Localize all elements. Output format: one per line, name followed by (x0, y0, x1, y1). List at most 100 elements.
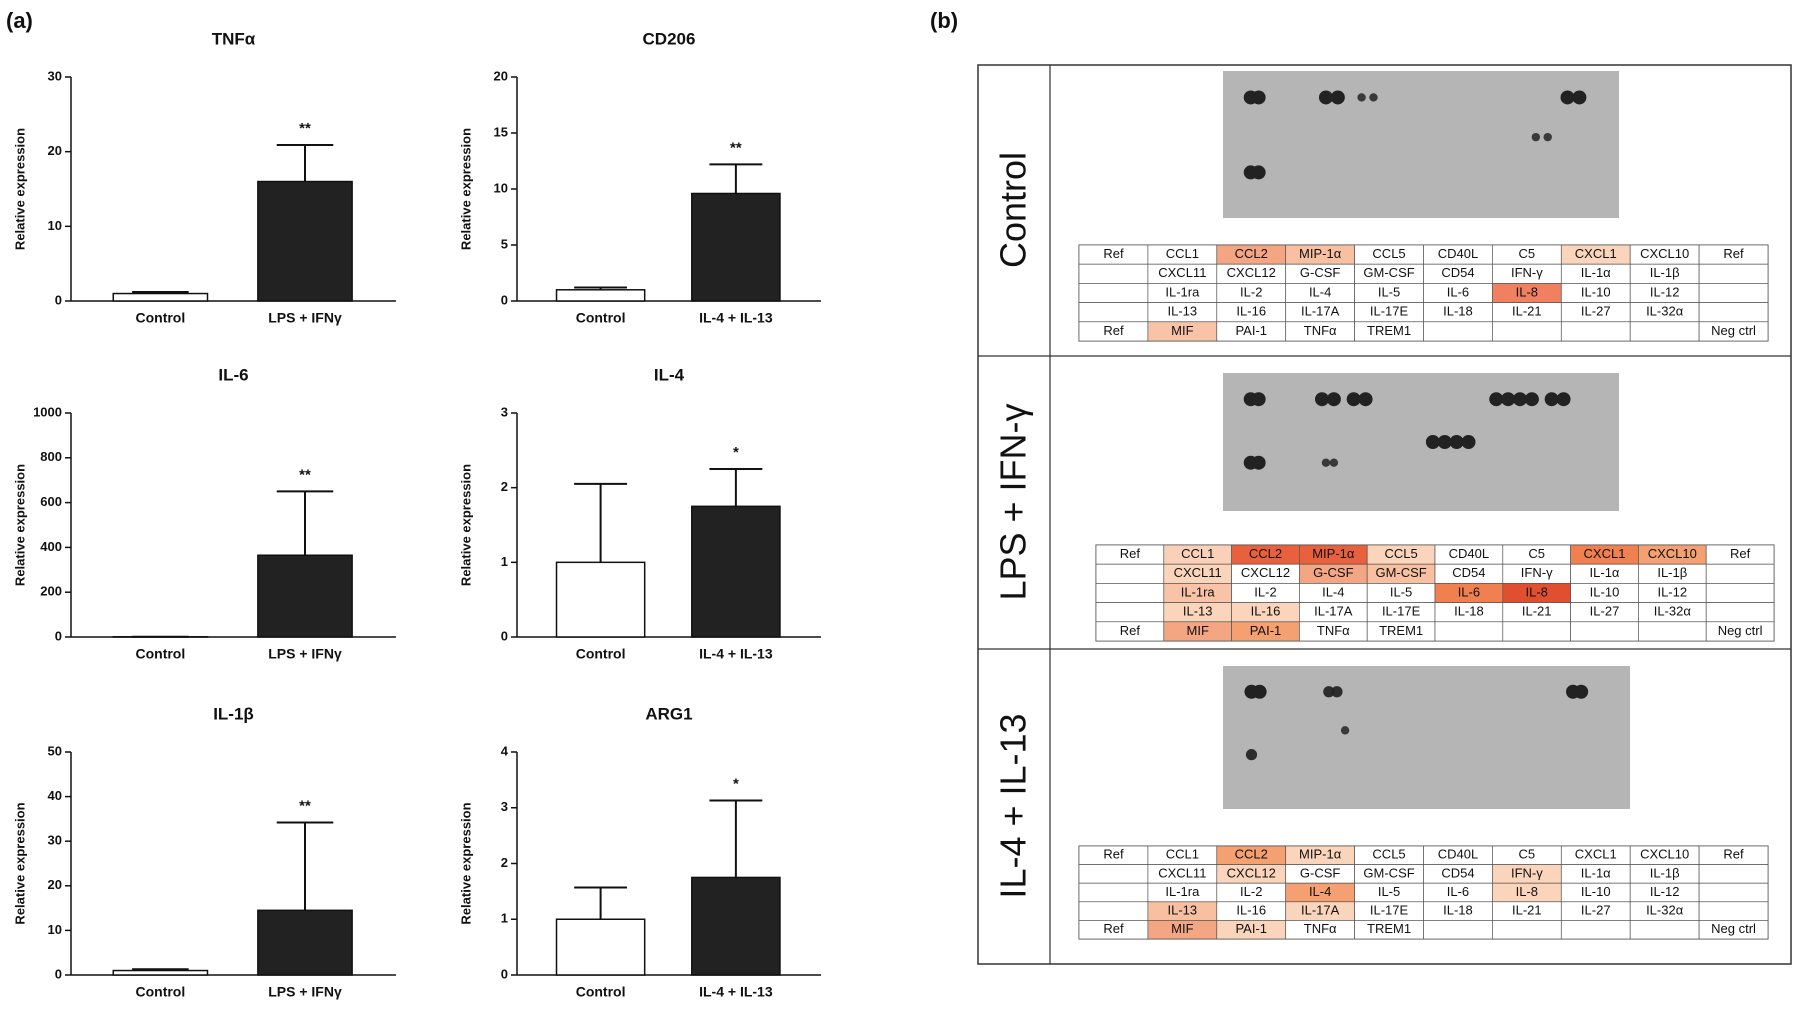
x-tick-label: IL-4 + IL-13 (699, 984, 773, 1000)
table-text: CXCL12 (1227, 865, 1276, 880)
table-cell (1560, 920, 1631, 940)
y-tick-label: 0 (501, 966, 508, 981)
table-text: IL-32α (1646, 304, 1684, 319)
table-cell (1698, 920, 1769, 940)
spot (1524, 392, 1539, 407)
table-cell (1078, 283, 1149, 303)
y-tick-label: 10 (48, 218, 62, 233)
table-text: IL-8 (1516, 884, 1538, 899)
table-text: C5 (1528, 546, 1545, 561)
significance: ** (730, 139, 742, 156)
table-text: CD54 (1441, 865, 1474, 880)
spot (1544, 392, 1559, 407)
x-tick-label: IL-4 + IL-13 (699, 646, 773, 662)
significance: * (733, 444, 739, 461)
y-tick-label: 4 (501, 743, 509, 758)
table-text: Ref (1103, 847, 1124, 862)
table-text: PAI-1 (1235, 921, 1267, 936)
table-text: IL-21 (1522, 604, 1552, 619)
table-text: IFN-γ (1521, 565, 1553, 580)
table-cell (1698, 901, 1769, 921)
panel-label: (a) (6, 8, 33, 33)
table-cell (1078, 882, 1149, 903)
y-tick-label: 2 (501, 855, 508, 870)
table-cell (1078, 864, 1149, 884)
table-text: Ref (1103, 921, 1124, 936)
spot (1358, 392, 1373, 407)
table-text: IL-27 (1590, 604, 1620, 619)
y-axis-label: Relative expression (12, 802, 27, 924)
table-text: IL-6 (1447, 884, 1469, 899)
table-text: IL-8 (1525, 584, 1547, 599)
panel-b-frame (977, 64, 1792, 965)
table-text: IL-18 (1443, 903, 1473, 918)
table-text: IL-6 (1447, 284, 1469, 299)
chart-title: TNFα (212, 29, 256, 48)
table-text: CCL2 (1249, 546, 1282, 561)
chart-title: CD206 (643, 29, 696, 48)
spot (1251, 165, 1266, 180)
table-text: CXCL11 (1158, 265, 1206, 280)
table-text: IL-21 (1512, 304, 1542, 319)
membrane (1223, 71, 1619, 218)
bar (691, 505, 781, 638)
table-text: IL-2 (1240, 884, 1262, 899)
table-text: CXCL10 (1648, 546, 1697, 561)
y-tick-label: 1000 (33, 404, 62, 419)
y-tick-label: 200 (40, 584, 62, 599)
bar (257, 180, 353, 302)
condition-label: IL-4 + IL-13 (993, 713, 1034, 898)
table-cell (1423, 920, 1493, 940)
spot (1251, 90, 1266, 105)
spot (1346, 392, 1361, 407)
table-cell (1078, 263, 1149, 284)
table-text: IL-17E (1382, 604, 1421, 619)
condition-label: Control (993, 152, 1034, 268)
table-text: MIF (1187, 623, 1209, 638)
y-tick-label: 0 (55, 628, 62, 643)
bar (257, 554, 353, 638)
table-text: CCL5 (1372, 847, 1405, 862)
table-text: IL-16 (1251, 604, 1281, 619)
spot (1326, 392, 1341, 407)
table-text: IL-10 (1581, 284, 1611, 299)
y-tick-label: 1 (501, 554, 508, 569)
significance: ** (299, 466, 311, 483)
y-axis-label: Relative expression (458, 464, 473, 586)
spot (1513, 392, 1527, 407)
y-tick-label: 30 (48, 833, 62, 848)
table-text: IL-4 (1309, 884, 1331, 899)
table-text: IFN-γ (1511, 865, 1543, 880)
x-tick-label: LPS + IFNγ (268, 984, 342, 1000)
table-text: Neg ctrl (1718, 623, 1763, 638)
table-text: CXCL11 (1158, 865, 1206, 880)
spot (1369, 93, 1378, 102)
table-text: CCL1 (1166, 246, 1199, 261)
table-text: Ref (1723, 847, 1744, 862)
y-tick-label: 0 (55, 966, 62, 981)
table-text: TREM1 (1379, 623, 1423, 638)
table-text: CD40L (1438, 246, 1478, 261)
table-text: Ref (1730, 546, 1751, 561)
significance: * (733, 775, 739, 792)
y-tick-label: 0 (55, 292, 62, 307)
table-cell (1705, 583, 1775, 603)
y-tick-label: 3 (501, 799, 508, 814)
y-tick-label: 5 (501, 236, 508, 251)
table-text: CD40L (1438, 847, 1478, 862)
spot (1501, 392, 1516, 407)
table-text: IL-5 (1378, 884, 1400, 899)
table-text: MIF (1171, 921, 1193, 936)
table-text: IL-27 (1581, 903, 1611, 918)
x-tick-label: Control (576, 310, 626, 326)
y-tick-label: 15 (494, 124, 508, 139)
table-text: Ref (1103, 323, 1124, 338)
y-tick-label: 50 (48, 743, 62, 758)
x-tick-label: IL-4 + IL-13 (699, 310, 773, 326)
table-text: PAI-1 (1235, 323, 1267, 338)
table-cell (1095, 602, 1165, 623)
table-text: IL-17A (1301, 903, 1340, 918)
spot (1245, 749, 1258, 761)
table-text: CXCL12 (1227, 265, 1276, 280)
table-cell (1570, 621, 1639, 642)
